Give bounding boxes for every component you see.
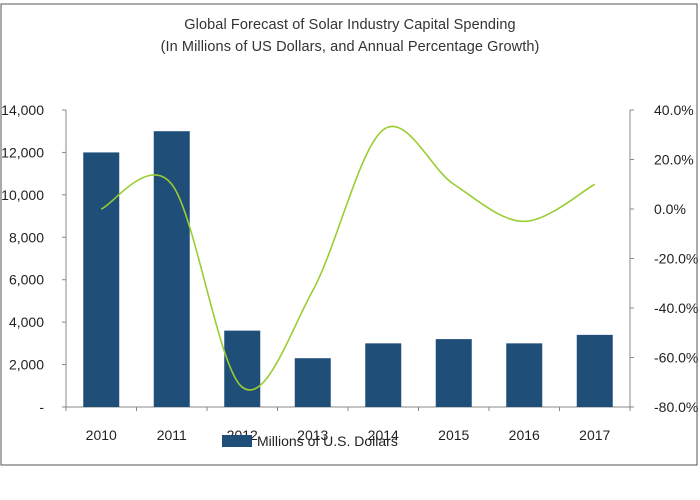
bar <box>224 330 261 407</box>
bar <box>294 358 331 407</box>
bar <box>365 343 402 407</box>
bar <box>83 152 120 407</box>
legend-label: Millions of U.S. Dollars <box>257 433 398 449</box>
chart-subtitle: (In Millions of US Dollars, and Annual P… <box>160 39 540 55</box>
bar <box>435 339 472 407</box>
y-left-tick-label: 10,000 <box>1 187 44 203</box>
x-tick-label: 2010 <box>86 427 117 443</box>
x-tick-label: 2016 <box>509 427 540 443</box>
x-tick-label: 2015 <box>438 427 469 443</box>
y-right-tick-label: -60.0% <box>654 350 698 366</box>
chart-title: Global Forecast of Solar Industry Capita… <box>184 17 516 33</box>
y-right-tick-label: -80.0% <box>654 399 698 415</box>
y-left-tick-label: - <box>39 399 44 415</box>
growth-line <box>100 125 596 391</box>
y-right-tick-label: 0.0% <box>654 201 686 217</box>
x-tick-label: 2014 <box>368 427 399 443</box>
chart-border <box>0 3 698 466</box>
y-left-tick-label: 2,000 <box>9 357 44 373</box>
y-left-tick-label: 6,000 <box>9 272 44 288</box>
y-right-tick-label: -40.0% <box>654 300 698 316</box>
x-tick-label: 2011 <box>157 427 187 443</box>
y-right-tick-label: 40.0% <box>654 102 694 118</box>
y-left-tick-label: 12,000 <box>1 144 44 160</box>
bar <box>576 334 613 407</box>
y-left-tick-label: 8,000 <box>9 229 44 245</box>
y-left-tick-label: 14,000 <box>1 102 44 118</box>
x-tick-label: 2013 <box>297 427 328 443</box>
y-right-tick-label: -20.0% <box>654 251 698 267</box>
x-tick-label: 2017 <box>579 427 610 443</box>
chart-title-block: Global Forecast of Solar Industry Capita… <box>0 14 700 58</box>
bar <box>153 131 190 407</box>
legend-swatch <box>222 435 252 447</box>
y-left-tick-label: 4,000 <box>9 314 44 330</box>
y-right-tick-label: 20.0% <box>654 152 694 168</box>
bar <box>506 343 543 407</box>
